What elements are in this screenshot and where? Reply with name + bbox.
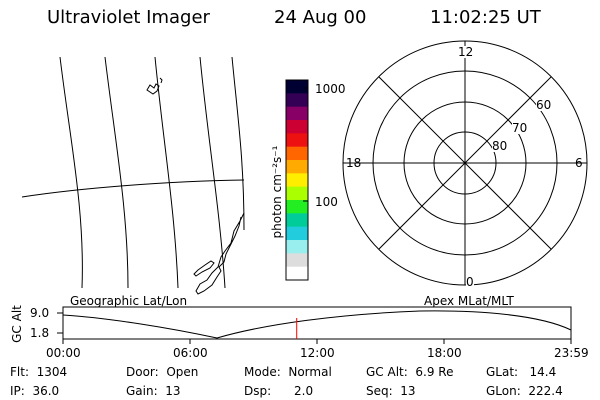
colorbar-swatch [286, 133, 308, 148]
longitude-line [104, 56, 129, 289]
coastline [146, 83, 160, 95]
colorbar-swatch [286, 160, 308, 174]
colorbar-tick-1000: 1000 [315, 82, 346, 96]
colorbar-swatch [286, 146, 308, 161]
time-tick-1200: 12:00 [300, 346, 335, 360]
polar-label-dusk: 18 [346, 156, 362, 170]
colorbar-swatch [286, 93, 308, 108]
glon-info: GLon: 222.4 [486, 384, 563, 398]
colorbar-swatch [286, 253, 308, 268]
flight-info: Flt: 1304 [10, 365, 68, 379]
colorbar-swatch [286, 226, 308, 241]
colorbar-unit-label: photon cm⁻²s⁻¹ [270, 145, 284, 239]
polar-plot [342, 40, 588, 286]
polar-projection-label: Apex MLat/MLT [424, 294, 514, 308]
colorbar-swatch [286, 80, 308, 94]
dsp-info: Dsp: 2.0 [244, 384, 314, 398]
instrument-title: Ultraviolet Imager [47, 7, 210, 28]
gc-alt-info: GC Alt: 6.9 Re [366, 365, 454, 379]
longitude-line [59, 56, 83, 289]
coastline [195, 212, 245, 295]
polar-label-lat70: 70 [512, 121, 528, 135]
colorbar-swatch [286, 106, 308, 121]
colorbar-swatch [286, 200, 308, 214]
color-bar [285, 79, 309, 281]
colorbar-swatch [286, 213, 308, 228]
coastline [159, 77, 163, 84]
door-info: Door: Open [126, 365, 199, 379]
mode-info: Mode: Normal [244, 365, 332, 379]
colorbar-swatch [286, 120, 308, 134]
map-projection-label: Geographic Lat/Lon [70, 294, 188, 308]
longitude-line [199, 56, 226, 289]
alt-tick-max: 9.0 [30, 306, 50, 320]
time-tick-2359: 23:59 [554, 346, 589, 360]
coastline [193, 260, 215, 277]
time-tick-0000: 00:00 [46, 346, 81, 360]
colorbar-swatch [286, 186, 308, 201]
ip-info: IP: 36.0 [10, 384, 60, 398]
polar-label-lat80: 80 [492, 139, 508, 153]
longitude-line [231, 56, 245, 231]
seq-info: Seq: 13 [366, 384, 416, 398]
time-label: 11:02:25 UT [430, 7, 541, 28]
alt-tick-min: 1.8 [30, 326, 50, 340]
longitude-line [154, 56, 179, 289]
colorbar-swatch [286, 173, 308, 188]
altitude-curve [62, 310, 572, 339]
latitude-line [21, 179, 245, 198]
polar-label-noon: 12 [458, 45, 474, 59]
time-tick-0600: 06:00 [173, 346, 208, 360]
glat-info: GLat: 14.4 [486, 365, 557, 379]
timeline-plot [57, 306, 572, 344]
polar-label-lat60: 60 [536, 98, 552, 112]
polar-label-dawn: 6 [575, 156, 583, 170]
polar-label-midnight: 0 [466, 275, 474, 289]
date-label: 24 Aug 00 [274, 7, 367, 28]
colorbar-swatch [286, 266, 308, 281]
colorbar-swatch [286, 240, 308, 254]
geographic-map [21, 56, 245, 295]
gain-info: Gain: 13 [126, 384, 181, 398]
time-tick-1800: 18:00 [427, 346, 462, 360]
colorbar-tick-100: 100 [315, 195, 338, 209]
alt-axis-label: GC Alt [10, 305, 24, 343]
